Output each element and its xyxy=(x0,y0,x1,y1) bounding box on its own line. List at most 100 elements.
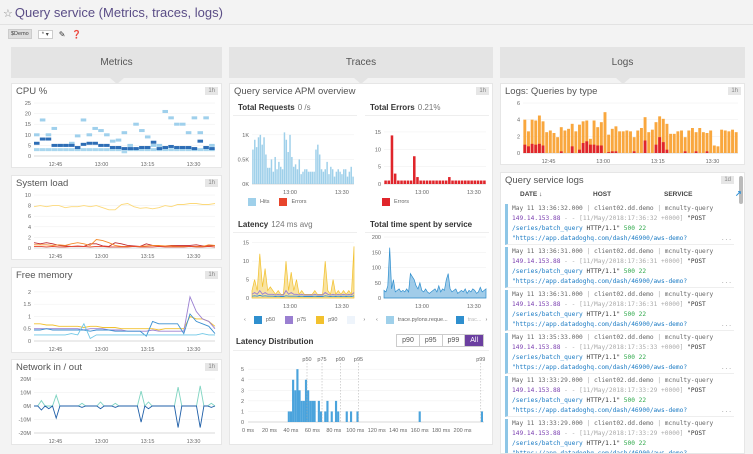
heatmap-cell xyxy=(133,147,139,151)
log-url[interactable]: "https://app.datadoghq.com/dash/46900/aw… xyxy=(512,450,688,454)
heatmap-cell xyxy=(104,143,110,147)
bar xyxy=(313,171,315,184)
bar xyxy=(610,128,614,153)
p90-button[interactable]: p90 xyxy=(402,337,414,344)
bar xyxy=(400,180,403,184)
legend-errors[interactable]: Errors xyxy=(291,199,307,205)
log-url[interactable]: "https://app.datadoghq.com/dash/46900/aw… xyxy=(512,407,688,414)
heatmap-cell xyxy=(74,134,81,138)
more-ellipsis[interactable]: ... xyxy=(720,278,732,285)
bar xyxy=(585,120,589,153)
more-ellipsis[interactable]: ... xyxy=(720,407,732,414)
log-entry[interactable]: May 11 13:36:31.000 | client02.dd.demo |… xyxy=(505,247,734,288)
percentile-label: p95 xyxy=(354,357,363,363)
log-protocol: HTTP/1.1" xyxy=(586,354,621,361)
log-url[interactable]: "https://app.datadoghq.com/dash/46900/aw… xyxy=(512,364,688,371)
free-memory-chart[interactable]: 0 0.5 1 1.5 2 12:45 13:00 13:15 13:30 xyxy=(12,282,221,353)
total-requests-chart[interactable]: 0K 0.5K 1K 13:00 13:30 xyxy=(230,120,360,196)
histogram-bar xyxy=(337,411,340,422)
x-tick-label: 12:45 xyxy=(49,439,63,445)
all-button[interactable]: All xyxy=(464,335,483,346)
log-entry[interactable]: May 11 13:33:29.000 | client02.dd.demo |… xyxy=(505,376,734,417)
histogram-bar xyxy=(418,411,421,422)
legend-service-2[interactable]: trac... xyxy=(467,317,482,323)
total-errors-chart[interactable]: 0 5 10 15 13:00 13:30 xyxy=(362,120,492,196)
bar xyxy=(527,131,530,153)
bar xyxy=(537,115,541,153)
bar xyxy=(588,144,592,153)
log-ip: 149.14.153.88 xyxy=(512,258,561,265)
time-spent-chart[interactable]: 0 50 100 150 200 13:00 13:30 xyxy=(362,232,492,310)
column-date[interactable]: DATE ↓ xyxy=(520,191,543,198)
widget-title: Free memory xyxy=(16,270,73,281)
chevron-right-icon[interactable]: › xyxy=(485,317,488,323)
template-variable-select[interactable]: * ▾ xyxy=(37,29,53,39)
p95-button[interactable]: p95 xyxy=(418,335,442,346)
log-entry[interactable]: May 11 13:36:31.000 | client02.dd.demo |… xyxy=(505,290,734,331)
chevron-right-icon[interactable]: › xyxy=(363,317,366,323)
column-service[interactable]: SERVICE xyxy=(664,191,693,198)
more-ellipsis[interactable]: ... xyxy=(720,364,732,371)
x-tick-label: 13:30 xyxy=(187,347,201,353)
system-load-chart[interactable]: 0 2 4 6 8 10 12:45 13:00 13:15 13:30 xyxy=(12,190,221,260)
heatmap-cell xyxy=(45,148,52,152)
bar xyxy=(403,180,406,184)
legend-p50[interactable]: p50 xyxy=(265,317,276,323)
log-url[interactable]: "https://app.datadoghq.com/dash/46900/aw… xyxy=(512,321,688,328)
legend-p90[interactable]: p90 xyxy=(328,317,338,323)
legend-p75[interactable]: p75 xyxy=(297,317,307,323)
log-entry[interactable]: May 11 13:35:33.000 | client02.dd.demo |… xyxy=(505,333,734,374)
bar xyxy=(621,131,625,153)
more-ellipsis[interactable]: ... xyxy=(720,321,732,328)
p99-button[interactable]: p99 xyxy=(441,335,465,346)
log-timestamp: [11/May/2018:17:36:31 +0000] xyxy=(579,301,684,308)
log-url[interactable]: "https://app.datadoghq.com/dash/46900/aw… xyxy=(512,278,688,285)
heatmap-cell xyxy=(150,148,157,152)
scrollbar[interactable] xyxy=(739,176,743,204)
latency-distribution-chart[interactable]: 0 1 2 3 4 5 0 ms 20 ms 40 ms 60 ms 80 ms 100 ms 120 … xyxy=(230,352,492,434)
legend-service-1[interactable]: trace.pylons.reque... xyxy=(397,317,448,323)
bar xyxy=(603,112,607,153)
log-url[interactable]: "https://app.datadoghq.com/dash/46900/aw… xyxy=(512,235,688,242)
chevron-left-icon[interactable]: ‹ xyxy=(376,317,378,323)
external-link-icon[interactable]: ↗ xyxy=(735,189,742,198)
column-host[interactable]: HOST xyxy=(593,191,612,198)
divider xyxy=(365,115,489,116)
bar xyxy=(672,133,676,153)
question-icon[interactable]: ❓ xyxy=(71,29,82,39)
heatmap-cell xyxy=(104,148,110,152)
bar xyxy=(267,167,269,184)
y-tick-label: 15 xyxy=(25,122,31,128)
cpu-chart[interactable]: 0 5 10 15 20 25 12:45 13:00 13:15 13:30 xyxy=(12,98,221,168)
heatmap-cell xyxy=(39,137,46,141)
percentile-label: p99 xyxy=(476,357,485,363)
star-icon[interactable]: ☆ xyxy=(3,8,13,20)
bar xyxy=(318,154,321,184)
pencil-icon[interactable]: ✎ xyxy=(58,29,66,39)
heatmap-cell xyxy=(144,146,151,150)
hits-swatch xyxy=(248,198,256,206)
bar xyxy=(636,130,640,153)
heatmap-cell xyxy=(127,143,133,147)
chevron-left-icon[interactable]: ‹ xyxy=(244,317,246,323)
more-ellipsis[interactable]: ... xyxy=(720,235,732,242)
y-tick-label: 20M xyxy=(20,377,31,383)
total-errors-title: Total Errors 0.21% xyxy=(370,103,441,112)
log-entry[interactable]: May 11 13:33:29.000 | client02.dd.demo |… xyxy=(505,419,734,454)
heatmap-cell xyxy=(127,147,133,151)
logs-by-type-chart[interactable]: 0 2 4 6 12:45 13:00 13:15 13:30 xyxy=(501,98,744,165)
heatmap-cell xyxy=(98,143,104,147)
heatmap-cell xyxy=(39,118,46,122)
legend-hits[interactable]: Hits xyxy=(260,199,270,205)
divider xyxy=(233,232,357,233)
legend-errors[interactable]: Errors xyxy=(394,199,409,205)
latency-chart[interactable]: 0 5 10 15 13:00 13:30 xyxy=(230,234,360,310)
log-protocol: HTTP/1.1" xyxy=(586,268,621,275)
log-service: mcnulty-query xyxy=(664,205,714,212)
bar xyxy=(283,132,286,184)
log-entry[interactable]: May 11 13:36:32.000 | client02.dd.demo |… xyxy=(505,204,734,245)
bar xyxy=(483,180,486,184)
network-chart[interactable]: -20M -10M 0M 10M 20M 12:45 13:00 13:15 13:30 xyxy=(12,374,221,445)
log-ip: 149.14.153.88 xyxy=(512,430,561,437)
time-range-badge: 1h xyxy=(728,87,741,95)
